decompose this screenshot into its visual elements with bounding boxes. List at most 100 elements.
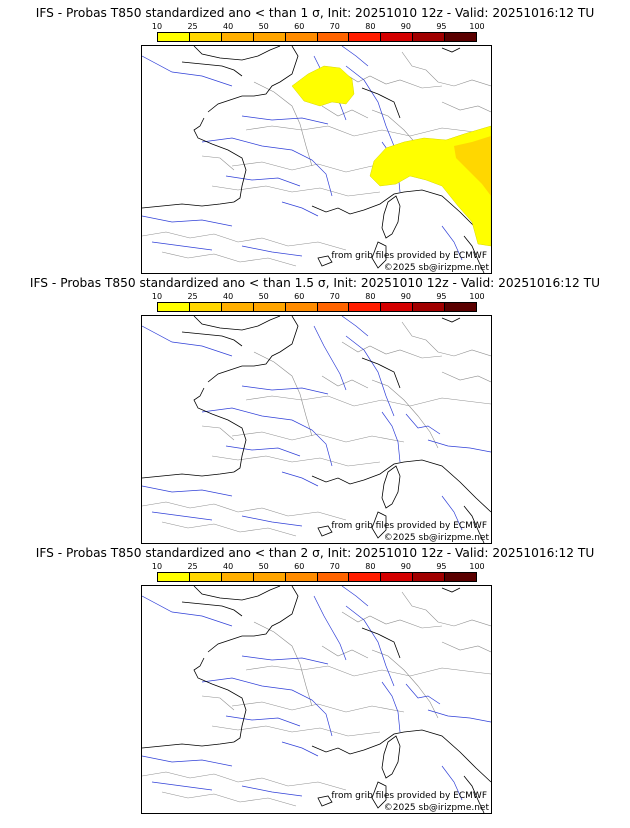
admin-border-line	[371, 649, 439, 719]
colorbar-tick-label: 95	[436, 22, 447, 31]
colorbar-tick-label: 95	[436, 292, 447, 301]
coastline	[403, 729, 491, 783]
coastline	[311, 461, 405, 485]
colorbar-tick-label: 40	[223, 22, 234, 31]
colorbar-segment	[445, 573, 477, 581]
river-line	[142, 55, 233, 87]
colorbar-segment	[445, 33, 477, 41]
coastline	[181, 61, 243, 77]
admin-border-line	[441, 371, 491, 383]
coastline	[371, 241, 387, 269]
colorbar-tick-label: 25	[187, 562, 198, 571]
source-note: from grib files provided by ECMWF	[331, 521, 487, 531]
colorbar-tick-label: 60	[294, 22, 305, 31]
coastline	[311, 191, 405, 215]
colorbar-tick-label: 80	[365, 562, 376, 571]
river-line	[142, 595, 233, 627]
coastline	[371, 511, 387, 539]
admin-border-line	[231, 161, 405, 173]
anomaly-area-alps-core	[454, 136, 491, 196]
colorbar-tick-label: 90	[400, 562, 411, 571]
admin-border-line	[201, 695, 235, 711]
colorbar	[157, 32, 477, 42]
source-note: from grib files provided by ECMWF	[331, 251, 487, 261]
colorbar-tick-label: 25	[187, 292, 198, 301]
river-line	[441, 495, 463, 531]
colorbar-segment	[349, 303, 382, 311]
admin-border-line	[161, 251, 297, 267]
admin-border-line	[245, 395, 491, 407]
colorbar-segment	[253, 573, 286, 581]
forecast-map: from grib files provided by ECMWF ©2025 …	[141, 585, 492, 814]
coastline	[193, 387, 247, 473]
colorbar-tick-label: 70	[329, 292, 340, 301]
admin-border-line	[401, 591, 491, 627]
colorbar-segment	[445, 303, 477, 311]
coastline	[193, 657, 247, 743]
river-line	[225, 445, 301, 457]
colorbar-tick-label: 100	[469, 22, 485, 31]
coastline	[317, 795, 333, 807]
colorbar-segment	[221, 33, 254, 41]
map-basemap	[142, 586, 491, 813]
admin-border-line	[161, 791, 297, 807]
colorbar-segment	[413, 303, 446, 311]
colorbar-segment	[285, 33, 318, 41]
colorbar-segment	[413, 33, 446, 41]
panel-title: IFS - Probas T850 standardized ano < tha…	[35, 6, 595, 20]
coastline	[381, 465, 401, 509]
river-line	[281, 741, 319, 757]
copyright-note: ©2025 sb@irizpme.net	[383, 533, 489, 543]
copyright-note: ©2025 sb@irizpme.net	[383, 263, 489, 273]
river-line	[381, 411, 401, 463]
map-basemap	[142, 316, 491, 543]
colorbar-tick-label: 95	[436, 562, 447, 571]
river-line	[225, 175, 301, 187]
coastline	[403, 459, 491, 513]
colorbar-tick-label: 10	[151, 562, 163, 571]
river-line	[345, 605, 395, 687]
coastline	[361, 357, 401, 389]
coastline	[142, 471, 235, 479]
river-line	[381, 681, 401, 733]
river-line	[241, 785, 303, 797]
admin-border-line	[161, 521, 297, 537]
river-line	[241, 655, 329, 665]
river-line	[345, 335, 395, 417]
coastline	[317, 255, 333, 267]
river-line	[142, 755, 233, 767]
admin-border-line	[253, 351, 313, 437]
colorbar-tick-label: 90	[400, 22, 411, 31]
colorbar-segment	[158, 303, 190, 311]
admin-border-line	[245, 665, 491, 677]
admin-border-line	[201, 425, 235, 441]
colorbar-segment	[285, 573, 318, 581]
coastline	[193, 586, 281, 601]
colorbar-segment	[413, 573, 446, 581]
colorbar-tick-label: 25	[187, 22, 198, 31]
admin-border-line	[441, 101, 491, 113]
coastline	[441, 587, 461, 593]
anomaly-overlay	[291, 65, 491, 247]
colorbar-tick-label: 90	[400, 292, 411, 301]
river-line	[405, 683, 441, 705]
colorbar-segment	[381, 303, 414, 311]
admin-border-line	[341, 611, 443, 629]
coastline	[142, 741, 235, 749]
colorbar-tick-label: 100	[469, 292, 485, 301]
colorbar-segment	[317, 303, 350, 311]
source-note: from grib files provided by ECMWF	[331, 791, 487, 801]
colorbar-segment	[189, 33, 222, 41]
coastline	[463, 775, 485, 813]
river-line	[201, 137, 333, 197]
river-line	[281, 471, 319, 487]
colorbar-tick-label: 50	[258, 292, 269, 301]
river-line	[241, 115, 329, 125]
coastline	[142, 201, 235, 209]
admin-border-line	[441, 641, 491, 653]
admin-border-line	[401, 51, 491, 87]
river-line	[151, 781, 213, 791]
river-line	[427, 439, 491, 453]
coastline	[193, 316, 281, 331]
forecast-map: from grib files provided by ECMWF ©2025 …	[141, 45, 492, 274]
